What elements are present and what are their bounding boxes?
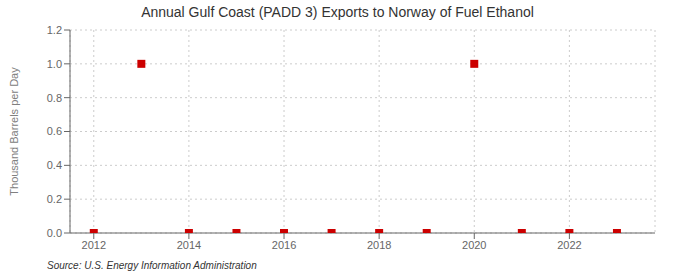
svg-text:2022: 2022 xyxy=(557,239,581,251)
svg-text:1.0: 1.0 xyxy=(47,58,62,70)
html-text:Source: U.S. Energy Informatio: Source: U.S. Energy Information Administ… xyxy=(47,260,257,271)
html-text:Annual Gulf Coast (PADD 3) Exp: Annual Gulf Coast (PADD 3) Exports to No… xyxy=(141,4,534,20)
svg-text:0.8: 0.8 xyxy=(47,92,62,104)
svg-text:2012: 2012 xyxy=(82,239,106,251)
svg-text:0.4: 0.4 xyxy=(47,159,62,171)
svg-text:2020: 2020 xyxy=(462,239,486,251)
svg-text:0.0: 0.0 xyxy=(47,227,62,239)
svg-text:0.6: 0.6 xyxy=(47,125,62,137)
svg-text:0.2: 0.2 xyxy=(47,193,62,205)
svg-text:Thousand Barrels per Day: Thousand Barrels per Day xyxy=(8,67,20,196)
svg-text:2018: 2018 xyxy=(367,239,391,251)
svg-text:2016: 2016 xyxy=(272,239,296,251)
svg-text:2014: 2014 xyxy=(177,239,201,251)
svg-text:1.2: 1.2 xyxy=(47,24,62,36)
